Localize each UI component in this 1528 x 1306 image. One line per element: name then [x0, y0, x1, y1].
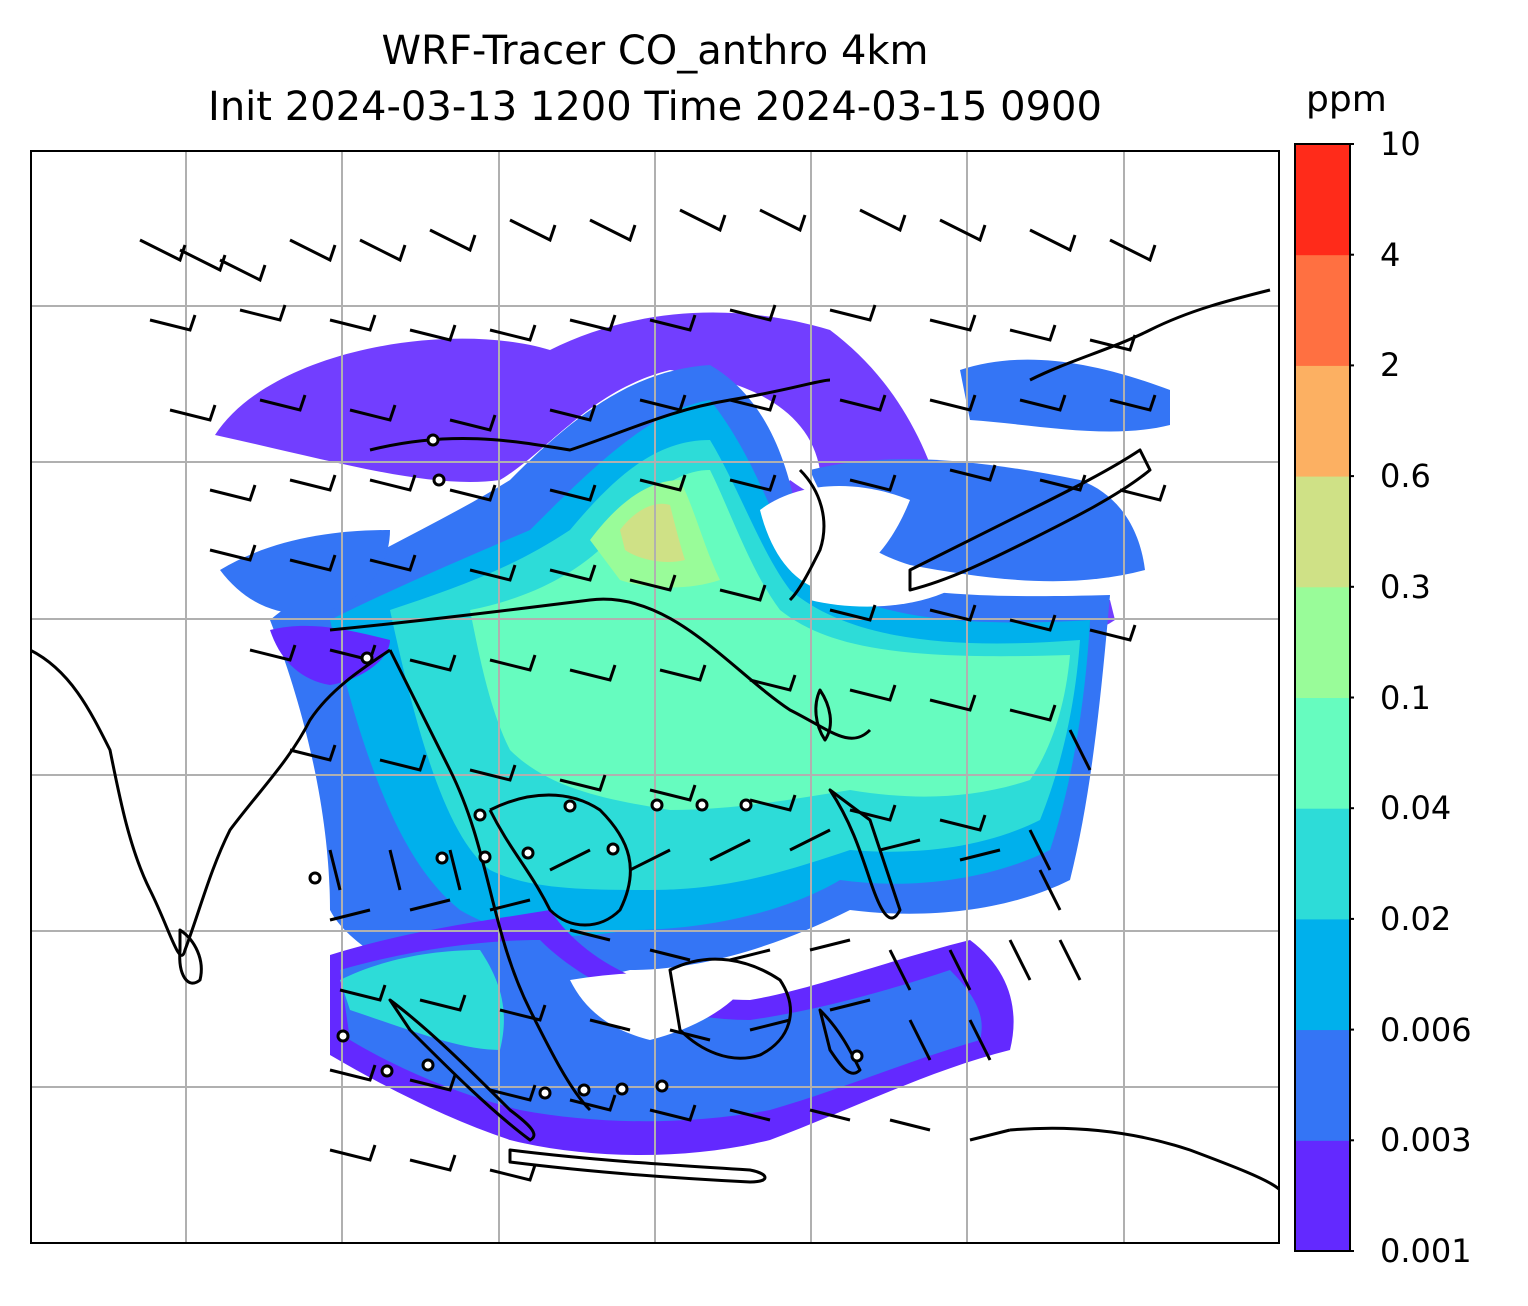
colorbar-tick-label: 0.1	[1380, 678, 1431, 717]
coast-china	[329, 597, 872, 740]
colorbar-tick-label: 0.3	[1380, 567, 1431, 606]
map-title-line2: Init 2024-03-13 1200 Time 2024-03-15 090…	[208, 84, 1102, 130]
plume-peak-center	[620, 503, 685, 562]
colorbar-band	[1295, 254, 1350, 366]
colorbar-band	[1295, 476, 1350, 588]
plume-gaps	[570, 486, 950, 1040]
coast-philippines	[828, 788, 902, 920]
coast-china-north	[369, 378, 831, 452]
colorbar-tick-label: 0.006	[1380, 1010, 1472, 1049]
coast-sumatra	[388, 998, 536, 1142]
colorbar-band	[1295, 1029, 1350, 1141]
plume-band-west	[220, 530, 390, 614]
map-title-line1: WRF-Tracer CO_anthro 4km	[381, 28, 929, 74]
coast-sulawesi	[818, 1008, 862, 1075]
coast-indochina	[488, 793, 632, 927]
coast-new-guinea	[1009, 1126, 1280, 1192]
colorbar-band	[1295, 918, 1350, 1031]
colorbar-tick-label: 0.6	[1380, 457, 1431, 496]
colorbar-band	[1295, 697, 1350, 809]
colorbar-band	[1295, 365, 1350, 477]
colorbar-band	[1295, 1140, 1350, 1252]
colorbar-tick-label: 0.02	[1380, 899, 1452, 938]
colorbar-band	[1295, 144, 1350, 256]
wind-barbs	[139, 208, 1167, 1182]
map-panel	[30, 150, 1280, 1244]
colorbar-unit-label: ppm	[1306, 79, 1387, 120]
tracer-plume	[215, 312, 1170, 1155]
coast-korea	[788, 468, 826, 602]
colorbar	[1294, 143, 1354, 1252]
colorbar-tick-label: 10	[1380, 125, 1421, 163]
colorbar-tick-label: 4	[1380, 235, 1401, 274]
plume-band-east	[810, 459, 1145, 582]
map-plot	[30, 150, 1280, 1244]
colorbar-tick-label: 0.04	[1380, 789, 1452, 828]
colorbar-tick-label: 0.001	[1380, 1232, 1472, 1270]
coast-india	[30, 648, 391, 957]
coast-java	[508, 1148, 767, 1184]
coast-sri-lanka	[178, 928, 203, 985]
colorbar-tick-label: 2	[1380, 346, 1401, 385]
coast-taiwan	[814, 688, 832, 742]
colorbar-band	[1295, 586, 1350, 698]
plume-band-north	[215, 312, 1115, 670]
coast-japan	[908, 448, 1152, 592]
map-border	[30, 150, 1280, 1244]
calm-markers	[308, 433, 864, 1100]
coast-myanmar-thailand	[388, 649, 592, 1112]
colorbar-band	[1295, 808, 1350, 920]
gridlines	[30, 150, 1280, 1244]
colorbar-tick-label: 0.003	[1380, 1121, 1472, 1160]
coast-pacific-islands	[1029, 288, 1271, 382]
